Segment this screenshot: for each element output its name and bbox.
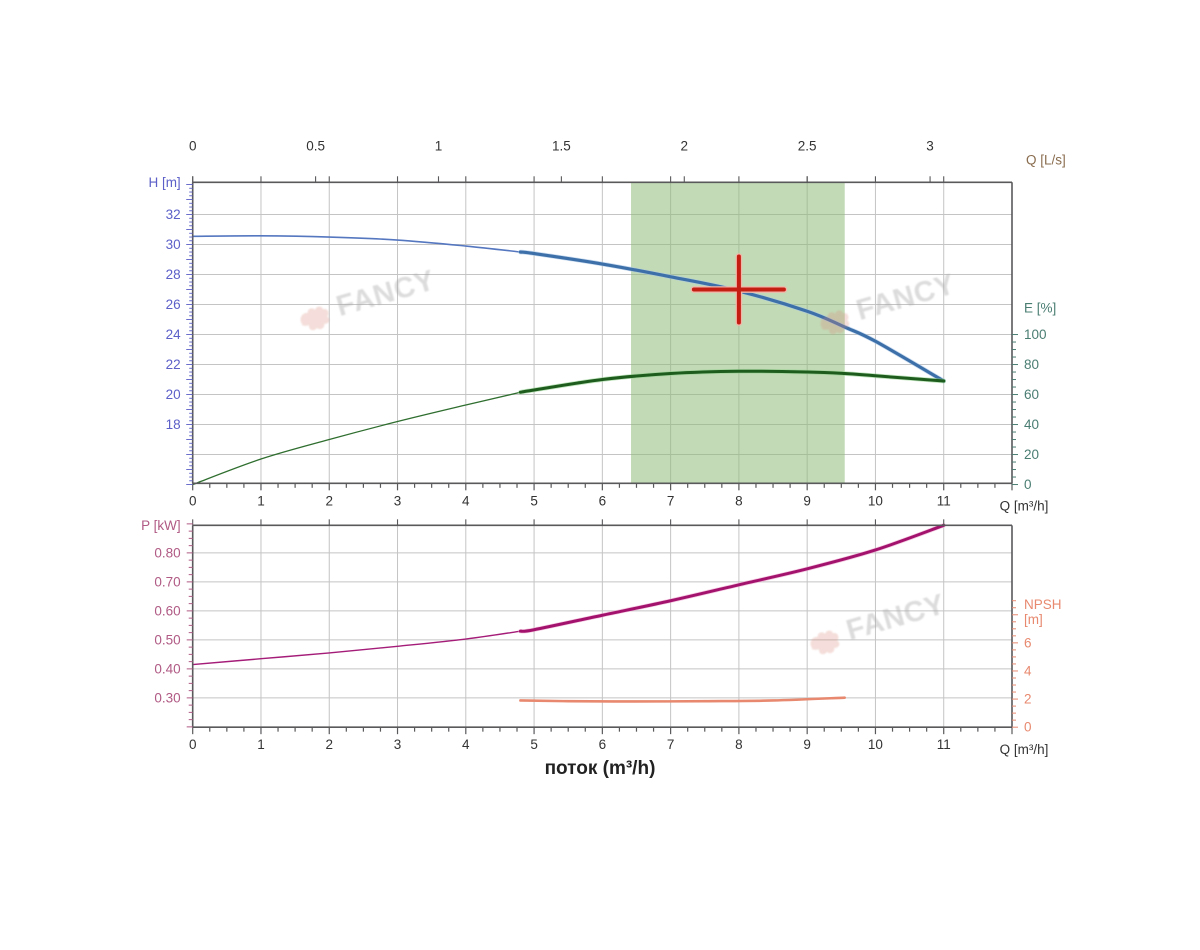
- svg-text:6: 6: [1024, 635, 1032, 650]
- svg-text:0.60: 0.60: [154, 603, 180, 618]
- svg-text:FANCY: FANCY: [333, 264, 439, 323]
- svg-text:7: 7: [667, 493, 675, 508]
- svg-text:H [m]: H [m]: [148, 175, 180, 190]
- svg-text:24: 24: [166, 327, 182, 342]
- svg-text:E [%]: E [%]: [1024, 301, 1056, 316]
- svg-text:26: 26: [166, 297, 181, 312]
- svg-text:9: 9: [803, 493, 811, 508]
- svg-text:7: 7: [667, 737, 675, 752]
- svg-text:3: 3: [394, 737, 402, 752]
- svg-text:0: 0: [189, 493, 197, 508]
- svg-text:10: 10: [868, 737, 883, 752]
- svg-text:1: 1: [257, 493, 265, 508]
- svg-text:2: 2: [681, 138, 689, 153]
- svg-text:0: 0: [1024, 720, 1032, 735]
- svg-text:FANCY: FANCY: [843, 588, 949, 647]
- svg-text:0.70: 0.70: [154, 574, 180, 589]
- svg-text:0: 0: [189, 737, 197, 752]
- svg-text:2: 2: [325, 493, 333, 508]
- svg-text:20: 20: [1024, 447, 1039, 462]
- svg-text:20: 20: [166, 387, 181, 402]
- svg-text:5: 5: [530, 493, 538, 508]
- svg-text:0.80: 0.80: [154, 545, 180, 560]
- svg-text:Q [m³/h]: Q [m³/h]: [1000, 742, 1049, 757]
- svg-text:1: 1: [257, 737, 265, 752]
- svg-text:0.30: 0.30: [154, 690, 180, 705]
- svg-text:80: 80: [1024, 357, 1039, 372]
- svg-text:2: 2: [325, 737, 333, 752]
- svg-text:4: 4: [462, 737, 470, 752]
- svg-text:0.5: 0.5: [306, 138, 325, 153]
- svg-text:FANCY: FANCY: [853, 268, 959, 327]
- svg-text:0: 0: [189, 138, 197, 153]
- svg-text:22: 22: [166, 357, 181, 372]
- svg-text:6: 6: [599, 737, 607, 752]
- svg-text:[m]: [m]: [1024, 612, 1043, 627]
- svg-text:9: 9: [803, 737, 811, 752]
- svg-text:8: 8: [735, 493, 743, 508]
- svg-text:28: 28: [166, 267, 181, 282]
- svg-text:0: 0: [1024, 477, 1032, 492]
- svg-text:1: 1: [435, 138, 443, 153]
- svg-text:3: 3: [926, 138, 934, 153]
- svg-text:0.50: 0.50: [154, 632, 180, 647]
- svg-text:Q [m³/h]: Q [m³/h]: [1000, 498, 1049, 513]
- svg-text:32: 32: [166, 207, 181, 222]
- svg-text:P [kW]: P [kW]: [141, 518, 181, 533]
- svg-text:60: 60: [1024, 387, 1039, 402]
- svg-text:5: 5: [530, 737, 538, 752]
- svg-text:18: 18: [166, 417, 181, 432]
- svg-text:0.40: 0.40: [154, 661, 180, 676]
- svg-text:11: 11: [937, 493, 951, 508]
- svg-text:2: 2: [1024, 692, 1032, 707]
- svg-text:100: 100: [1024, 327, 1047, 342]
- svg-text:4: 4: [462, 493, 470, 508]
- svg-text:10: 10: [868, 493, 883, 508]
- svg-text:11: 11: [937, 737, 951, 752]
- svg-text:8: 8: [735, 737, 743, 752]
- svg-text:Q [L/s]: Q [L/s]: [1026, 152, 1066, 167]
- svg-text:4: 4: [1024, 663, 1032, 678]
- svg-text:NPSH: NPSH: [1024, 597, 1062, 612]
- svg-text:3: 3: [394, 493, 402, 508]
- svg-text:30: 30: [166, 237, 181, 252]
- svg-text:40: 40: [1024, 417, 1039, 432]
- svg-text:1.5: 1.5: [552, 138, 571, 153]
- svg-text:6: 6: [599, 493, 607, 508]
- svg-text:2.5: 2.5: [798, 138, 817, 153]
